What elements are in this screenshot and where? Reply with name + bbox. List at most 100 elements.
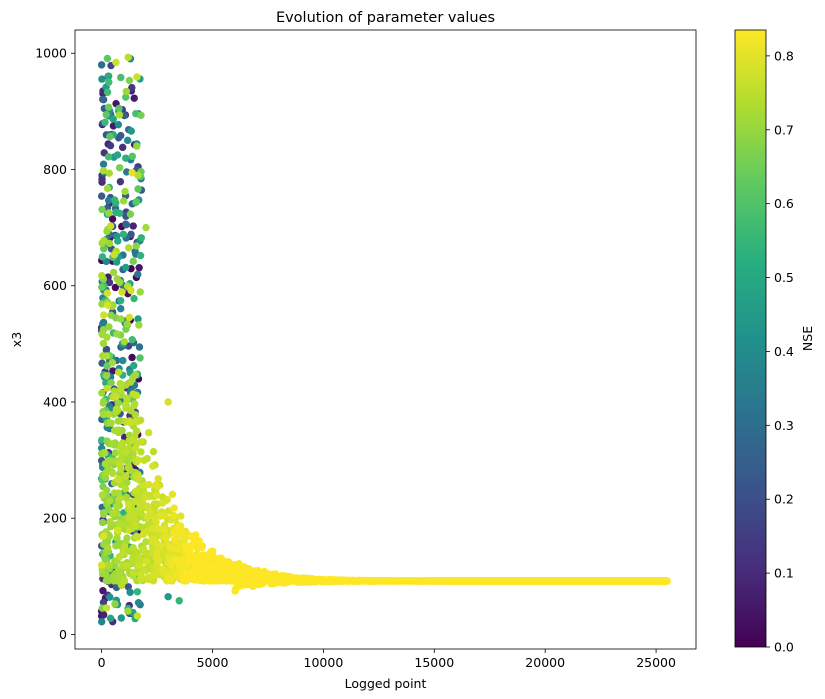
scatter-point bbox=[123, 168, 131, 176]
scatter-point bbox=[144, 512, 152, 520]
scatter-point bbox=[112, 542, 120, 550]
colorbar-tick-label: 0.6 bbox=[774, 196, 794, 211]
scatter-point bbox=[212, 560, 221, 569]
colorbar-label: NSE bbox=[800, 326, 815, 351]
x-tick-label: 20000 bbox=[525, 655, 565, 670]
scatter-point bbox=[103, 362, 111, 370]
scatter-point bbox=[125, 76, 134, 85]
scatter-point bbox=[114, 475, 122, 484]
scatter-point bbox=[111, 449, 120, 457]
scatter-point bbox=[136, 251, 145, 260]
scatter-point bbox=[112, 393, 120, 401]
scatter-point bbox=[103, 301, 112, 309]
scatter-point bbox=[127, 127, 135, 135]
scatter-point bbox=[113, 151, 122, 159]
scatter-point bbox=[129, 568, 138, 577]
scatter-point bbox=[123, 394, 131, 402]
scatter-point bbox=[123, 136, 132, 145]
scatter-point bbox=[102, 372, 111, 380]
scatter-point bbox=[178, 528, 186, 536]
scatter-point bbox=[135, 561, 144, 570]
scatter-point bbox=[114, 399, 122, 407]
scatter-point bbox=[205, 556, 213, 564]
scatter-point bbox=[103, 54, 112, 63]
scatter-point bbox=[103, 333, 111, 341]
scatter-point bbox=[119, 230, 128, 238]
scatter-point bbox=[259, 577, 267, 585]
scatter-point bbox=[120, 338, 128, 346]
scatter-point bbox=[137, 571, 145, 579]
y-tick-label: 0 bbox=[59, 627, 67, 642]
plot-frame bbox=[74, 29, 697, 650]
scatter-point bbox=[115, 164, 124, 172]
scatter-point bbox=[99, 95, 107, 104]
scatter-point bbox=[168, 490, 177, 499]
scatter-point bbox=[122, 220, 131, 229]
scatter-point bbox=[121, 187, 129, 196]
scatter-point bbox=[154, 475, 162, 483]
scatter-point bbox=[130, 294, 138, 303]
colorbar-tick-label: 0.8 bbox=[774, 48, 794, 63]
scatter-point bbox=[117, 385, 125, 394]
scatter-point bbox=[98, 389, 106, 397]
scatter-point bbox=[107, 419, 115, 427]
scatter-point bbox=[135, 343, 144, 351]
scatter-point bbox=[161, 525, 169, 533]
scatter-point bbox=[107, 378, 115, 387]
colorbar bbox=[734, 29, 767, 648]
scatter-point bbox=[155, 512, 163, 520]
scatter-point bbox=[98, 205, 106, 214]
scatter-point bbox=[134, 270, 142, 279]
scatter-point bbox=[112, 58, 120, 67]
scatter-point bbox=[128, 169, 136, 177]
scatter-point bbox=[112, 405, 121, 413]
scatter-point bbox=[109, 115, 117, 123]
scatter-point bbox=[103, 384, 111, 392]
scatter-point bbox=[217, 554, 225, 562]
scatter-point bbox=[115, 111, 124, 119]
scatter-point bbox=[123, 561, 132, 569]
scatter-point bbox=[175, 597, 183, 605]
scatter-point bbox=[133, 142, 141, 150]
scatter-point bbox=[103, 184, 112, 193]
scatter-point bbox=[125, 500, 133, 509]
scatter-point bbox=[220, 575, 228, 583]
scatter-point bbox=[100, 553, 109, 561]
scatter-point bbox=[112, 502, 121, 510]
scatter-point bbox=[117, 614, 126, 622]
scatter-point bbox=[111, 283, 120, 292]
scatter-point bbox=[255, 571, 264, 579]
scatter-point bbox=[102, 469, 110, 477]
scatter-point bbox=[108, 215, 117, 223]
scatter-point bbox=[99, 160, 108, 168]
scatter-point bbox=[98, 300, 106, 308]
scatter-point bbox=[142, 557, 151, 565]
scatter-point bbox=[105, 239, 114, 248]
scatter-point bbox=[106, 614, 115, 623]
scatter-point bbox=[144, 574, 152, 582]
scatter-point bbox=[122, 87, 131, 96]
scatter-point bbox=[98, 271, 106, 280]
scatter-point bbox=[164, 592, 172, 601]
x-axis-ticks: 0 5000 10000 15000 20000 25000 bbox=[98, 649, 676, 670]
scatter-point bbox=[131, 522, 140, 530]
scatter-point bbox=[136, 354, 144, 362]
scatter-point bbox=[121, 400, 130, 409]
scatter-point bbox=[109, 367, 117, 375]
scatter-point bbox=[103, 88, 112, 96]
scatter-point bbox=[119, 549, 127, 558]
scatter-point bbox=[177, 522, 185, 530]
scatter-point bbox=[137, 234, 146, 242]
scatter-point bbox=[126, 378, 135, 386]
scatter-point bbox=[106, 518, 114, 526]
scatter-point bbox=[114, 120, 123, 129]
scatter-point bbox=[156, 542, 165, 550]
scatter-point bbox=[106, 222, 115, 230]
scatter-point bbox=[149, 577, 158, 585]
scatter-point bbox=[102, 577, 111, 585]
scatter-point bbox=[170, 511, 178, 520]
scatter-point bbox=[117, 296, 125, 305]
scatter-point bbox=[186, 544, 195, 552]
scatter-point bbox=[170, 504, 178, 512]
